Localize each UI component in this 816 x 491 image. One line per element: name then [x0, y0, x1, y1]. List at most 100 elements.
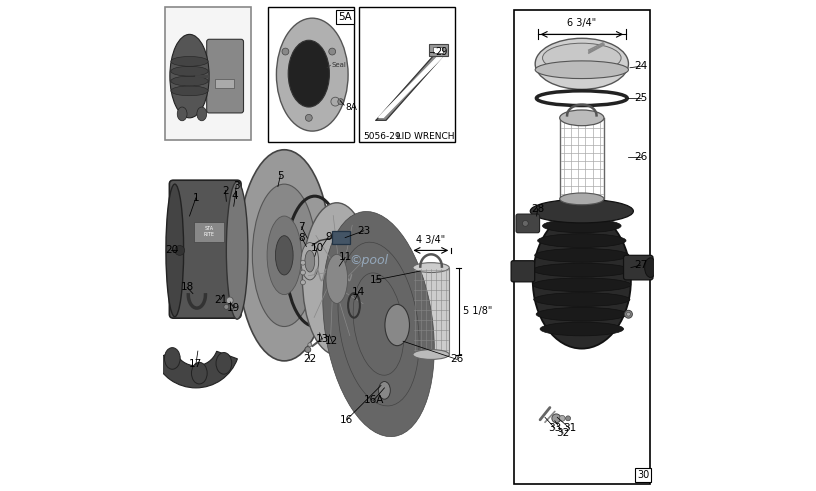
Bar — [429, 44, 448, 56]
Text: 29: 29 — [435, 47, 447, 56]
Text: 6 3/4": 6 3/4" — [567, 19, 596, 28]
Ellipse shape — [237, 150, 331, 361]
Text: 16: 16 — [340, 415, 353, 425]
Ellipse shape — [171, 76, 208, 86]
Circle shape — [522, 220, 528, 226]
Text: 19: 19 — [227, 303, 241, 313]
Text: 1: 1 — [193, 193, 199, 203]
Circle shape — [331, 97, 339, 106]
Text: 25: 25 — [634, 93, 647, 103]
Bar — [432, 47, 443, 53]
Polygon shape — [376, 54, 445, 120]
Text: 20: 20 — [165, 246, 178, 255]
Circle shape — [308, 343, 312, 347]
Text: 26: 26 — [634, 152, 647, 162]
Circle shape — [338, 99, 344, 105]
Circle shape — [305, 114, 313, 121]
Text: 7: 7 — [298, 222, 304, 232]
Bar — [215, 79, 234, 88]
Ellipse shape — [538, 234, 626, 247]
Ellipse shape — [534, 293, 630, 306]
Text: 22: 22 — [304, 355, 317, 364]
Ellipse shape — [171, 66, 208, 76]
Text: 8A: 8A — [345, 103, 357, 111]
Ellipse shape — [534, 248, 629, 262]
Text: 4: 4 — [232, 191, 238, 201]
FancyBboxPatch shape — [206, 39, 243, 113]
Ellipse shape — [323, 212, 434, 436]
Ellipse shape — [413, 263, 450, 273]
Text: 28: 28 — [531, 204, 544, 214]
Circle shape — [300, 270, 305, 275]
Ellipse shape — [353, 273, 404, 375]
Ellipse shape — [535, 38, 628, 89]
Ellipse shape — [171, 56, 208, 66]
Bar — [165, 7, 251, 140]
Text: 5: 5 — [277, 171, 284, 181]
Text: 24: 24 — [634, 61, 647, 71]
Circle shape — [552, 414, 561, 423]
Text: LID WRENCH: LID WRENCH — [388, 132, 455, 140]
Circle shape — [282, 48, 289, 55]
Text: 12: 12 — [326, 336, 339, 346]
Text: STA
RITE: STA RITE — [204, 226, 215, 237]
Ellipse shape — [533, 211, 631, 349]
Text: 9: 9 — [325, 232, 332, 242]
Circle shape — [624, 310, 632, 318]
Text: 5 1/8": 5 1/8" — [463, 306, 493, 316]
Circle shape — [224, 304, 228, 309]
Ellipse shape — [166, 184, 184, 317]
Ellipse shape — [645, 258, 656, 277]
Text: 8: 8 — [299, 233, 305, 243]
Text: 15: 15 — [370, 275, 383, 285]
Ellipse shape — [277, 18, 348, 131]
Text: 17: 17 — [189, 359, 202, 369]
Text: 30: 30 — [637, 470, 650, 480]
Polygon shape — [379, 57, 442, 117]
Text: 14: 14 — [353, 287, 366, 297]
Circle shape — [565, 416, 570, 421]
Text: 13: 13 — [316, 334, 329, 344]
FancyBboxPatch shape — [516, 214, 539, 233]
FancyBboxPatch shape — [623, 255, 653, 280]
Circle shape — [329, 48, 335, 55]
Bar — [194, 222, 224, 242]
Circle shape — [231, 305, 235, 309]
FancyBboxPatch shape — [332, 231, 350, 244]
Ellipse shape — [267, 216, 301, 295]
Ellipse shape — [226, 182, 248, 319]
Text: 21: 21 — [214, 295, 227, 304]
Text: 27: 27 — [634, 260, 647, 270]
Ellipse shape — [540, 322, 623, 336]
Bar — [513, 10, 650, 484]
Text: 16A: 16A — [363, 395, 384, 405]
Ellipse shape — [216, 353, 232, 374]
Text: 31: 31 — [563, 423, 576, 433]
Ellipse shape — [288, 40, 330, 107]
Ellipse shape — [533, 263, 631, 277]
Ellipse shape — [252, 184, 316, 327]
Ellipse shape — [560, 193, 604, 205]
Ellipse shape — [535, 61, 628, 79]
Circle shape — [305, 347, 311, 353]
Ellipse shape — [177, 107, 187, 121]
Text: 18: 18 — [180, 282, 193, 292]
Circle shape — [627, 312, 631, 316]
Ellipse shape — [379, 382, 390, 399]
Bar — [268, 7, 354, 142]
Text: 33: 33 — [548, 423, 561, 433]
Ellipse shape — [338, 242, 419, 406]
Ellipse shape — [536, 307, 628, 321]
Circle shape — [226, 297, 233, 304]
Ellipse shape — [301, 243, 318, 280]
Ellipse shape — [543, 43, 621, 73]
Text: 5056-29: 5056-29 — [363, 132, 401, 140]
Ellipse shape — [533, 278, 631, 292]
Bar — [413, 268, 449, 355]
Ellipse shape — [192, 362, 207, 384]
Ellipse shape — [197, 107, 206, 121]
Text: 3: 3 — [233, 181, 239, 191]
Ellipse shape — [303, 203, 371, 355]
Circle shape — [300, 280, 305, 285]
Circle shape — [175, 246, 184, 255]
